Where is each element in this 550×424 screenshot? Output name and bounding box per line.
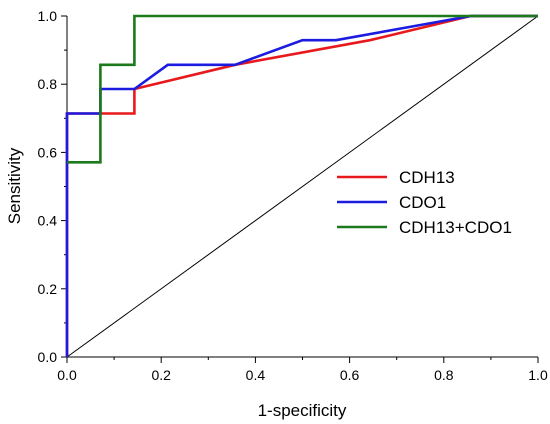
series-line-cdh13-cdo1 <box>67 14 538 164</box>
y-axis-title: Sensitivity <box>5 147 24 224</box>
legend: CDH13 CDO1 CDH13+CDO1 <box>337 168 512 237</box>
x-tick-label: 0.4 <box>246 367 266 383</box>
y-tick-label: 0.4 <box>38 213 58 229</box>
x-tick-label: 1.0 <box>528 367 548 383</box>
y-tick-label: 0.0 <box>38 349 58 365</box>
legend-label-cdh13: CDH13 <box>399 168 455 187</box>
x-tick-label: 0.0 <box>57 367 77 383</box>
x-tick-label: 0.8 <box>434 367 454 383</box>
reference-diagonal-line <box>66 15 539 358</box>
legend-label-cdh13-cdo1: CDH13+CDO1 <box>399 218 512 237</box>
series-line-cdo1 <box>65 14 538 357</box>
legend-label-cdo1: CDO1 <box>399 193 446 212</box>
x-axis-title: 1-specificity <box>258 401 347 420</box>
y-tick-label: 0.6 <box>38 144 58 160</box>
x-tick-label: 0.6 <box>340 367 360 383</box>
y-axis-ticks: 0.0 0.2 0.4 0.6 0.8 1.0 <box>38 8 67 365</box>
y-tick-label: 0.2 <box>38 281 58 297</box>
y-tick-label: 1.0 <box>38 8 58 24</box>
y-tick-label: 0.8 <box>38 76 58 92</box>
x-tick-label: 0.2 <box>151 367 171 383</box>
series-lines <box>65 14 539 358</box>
x-axis-ticks: 0.0 0.2 0.4 0.6 0.8 1.0 <box>57 357 548 383</box>
